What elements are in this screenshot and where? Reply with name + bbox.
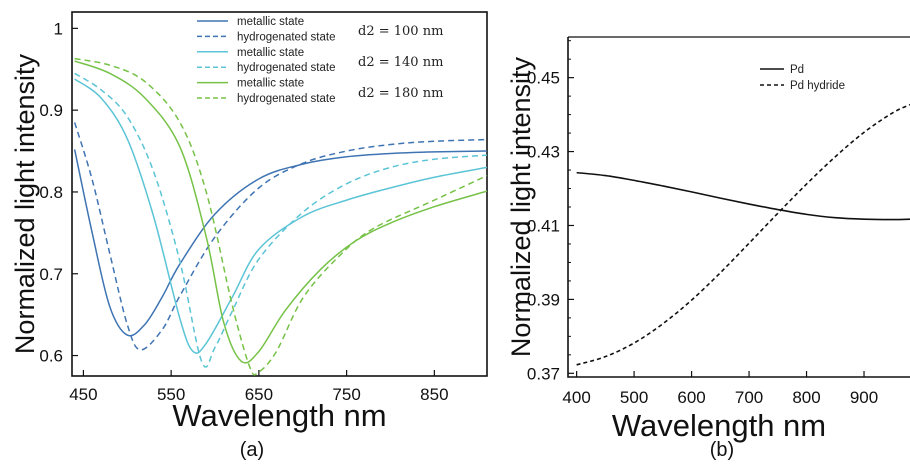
series-line-solid-4	[74, 60, 487, 364]
y-tick-label: 0.43	[527, 143, 560, 162]
legend-entry: metallic state	[237, 78, 304, 90]
x-tick-label: 850	[420, 385, 448, 404]
x-tick-label: 750	[332, 385, 360, 404]
x-tick-label: 700	[735, 388, 763, 407]
x-axis-title: Wavelength nm	[172, 398, 386, 433]
y-tick-label: 0.41	[527, 216, 560, 235]
plot-frame	[71, 11, 488, 377]
legend-entry: hydrogenated state	[237, 31, 335, 43]
y-tick-label: 0.37	[527, 364, 560, 383]
x-tick-label: 550	[157, 385, 185, 404]
y-tick-label: 0.9	[39, 101, 63, 120]
x-tick-label: 400	[562, 388, 590, 407]
y-tick-label: 0.6	[39, 347, 63, 366]
x-tick-label: 500	[620, 388, 648, 407]
legend-group-label: d2 = 180 nm	[358, 86, 443, 101]
legend-entry: metallic state	[237, 47, 304, 59]
chart-panel-b: 400 500 600 700 800 900 0.37 0.39 0.41 0.43 0.45 Wa…	[506, 36, 910, 461]
legend-group-label: d2 = 100 nm	[358, 24, 443, 39]
panel-label: (b)	[710, 439, 734, 461]
y-axis-title: Normalized light intensity	[10, 53, 40, 354]
series-line-dashed-1	[73, 122, 487, 351]
y-tick-label: 0.7	[39, 265, 63, 284]
panel-label: (a)	[240, 439, 264, 461]
x-tick-label: 900	[850, 388, 878, 407]
axis-lines	[567, 37, 910, 378]
legend-group-label: d2 = 140 nm	[358, 55, 443, 70]
x-axis-title: Wavelength nm	[612, 408, 826, 443]
legend-entry: Pd	[790, 64, 804, 76]
x-tick-label: 650	[245, 385, 273, 404]
y-tick-label: 0.8	[39, 183, 63, 202]
x-tick-label: 450	[69, 385, 97, 404]
legend-entry: hydrogenated state	[237, 93, 335, 105]
y-tick-label: 0.39	[527, 290, 560, 309]
x-tick-label: 800	[792, 388, 820, 407]
x-tick-label: 600	[677, 388, 705, 407]
legend-entry: hydrogenated state	[237, 62, 335, 74]
legend-entry: Pd hydride	[790, 80, 845, 92]
series-line-dashed-1	[576, 103, 910, 366]
series-line-solid-2	[74, 78, 487, 354]
series-line-solid-0	[576, 171, 910, 221]
chart-panel-a: 450 550 650 750 850 0.6 0.7 0.8 0.9 1 Wavelength n…	[10, 11, 488, 461]
series-line-dashed-5	[74, 57, 487, 376]
y-axis-title: Normalized light intensity	[506, 56, 536, 357]
y-tick-label: 1	[54, 19, 63, 38]
legend-entry: metallic state	[237, 16, 304, 28]
series-line-dashed-3	[74, 72, 487, 368]
series-line-solid-0	[73, 149, 487, 337]
y-tick-label: 0.45	[527, 69, 560, 88]
